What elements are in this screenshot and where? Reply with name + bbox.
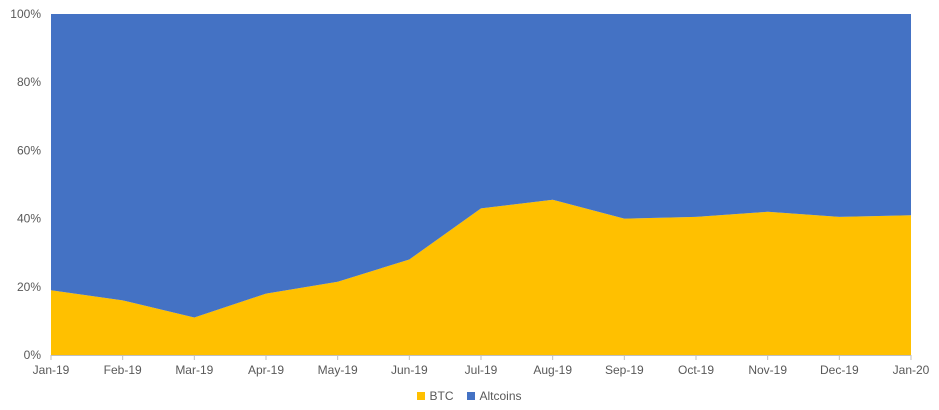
x-tick-label: Oct-19 — [678, 363, 714, 377]
chart-area: 0% 20% 40% 60% 80% 100% Jan-19 Feb-19 Mar-19 Apr-… — [10, 7, 929, 377]
legend-swatch-altcoins — [467, 392, 476, 400]
area-btc — [51, 199, 911, 355]
legend: BTC Altcoins — [0, 387, 939, 405]
x-tick-label: Sep-19 — [605, 363, 644, 377]
x-tick-label: Aug-19 — [533, 363, 572, 377]
x-tick-label: Jul-19 — [465, 363, 498, 377]
y-tick-label: 40% — [17, 212, 41, 226]
legend-swatch-btc — [417, 392, 426, 400]
x-tick-label: Nov-19 — [748, 363, 787, 377]
legend-label-btc: BTC — [429, 389, 454, 403]
y-tick-label: 80% — [17, 75, 41, 89]
legend-item-altcoins: Altcoins — [467, 389, 522, 403]
x-tick-label: Mar-19 — [175, 363, 213, 377]
x-tick-label: Feb-19 — [104, 363, 142, 377]
y-tick-label: 20% — [17, 280, 41, 294]
x-tick-label: Jan-20 — [893, 363, 930, 377]
area-altcoins — [51, 14, 911, 318]
area-series-group — [51, 14, 911, 355]
legend-label-altcoins: Altcoins — [479, 389, 522, 403]
legend-item-btc: BTC — [417, 389, 453, 403]
axes-group: 0% 20% 40% 60% 80% 100% Jan-19 Feb-19 Mar-19 Apr-… — [10, 7, 929, 377]
x-tick-label: Dec-19 — [820, 363, 859, 377]
x-tick-label: Apr-19 — [248, 363, 284, 377]
x-tick-label: Jan-19 — [33, 363, 70, 377]
y-tick-label: 60% — [17, 143, 41, 157]
y-tick-label: 0% — [24, 348, 42, 362]
x-tick-label: May-19 — [318, 363, 358, 377]
y-tick-label: 100% — [10, 7, 41, 21]
x-tick-label: Jun-19 — [391, 363, 428, 377]
